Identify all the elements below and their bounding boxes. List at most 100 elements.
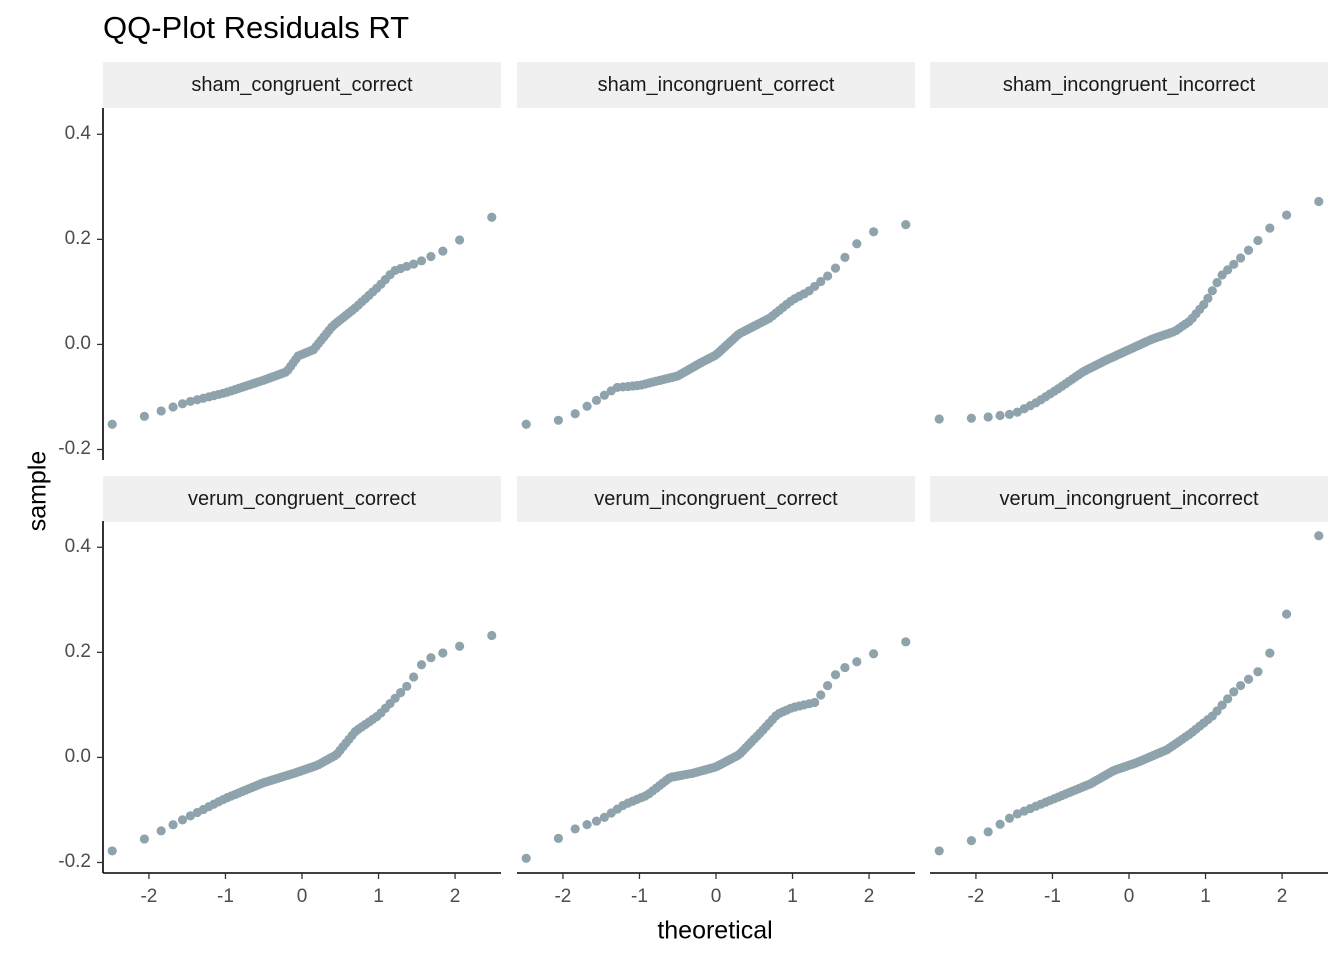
qq-point	[995, 410, 1005, 421]
qq-point	[487, 212, 497, 222]
qq-point	[1253, 667, 1263, 677]
qq-point	[1314, 196, 1324, 207]
qq-point	[177, 399, 188, 409]
qq-point	[1265, 223, 1275, 233]
y-tick-label: 0.4	[64, 123, 91, 145]
qq-point	[107, 846, 117, 856]
qq-point	[901, 637, 911, 647]
x-tick-label: -1	[217, 886, 234, 907]
x-tick-label: 2	[863, 886, 875, 907]
y-tick-label: -0.2	[58, 438, 91, 460]
x-tick-label: 2	[449, 886, 461, 907]
qq-point	[396, 688, 406, 698]
qq-point	[1282, 210, 1292, 220]
x-tick-label: 1	[1200, 886, 1211, 907]
x-tick-label: -1	[631, 886, 648, 907]
qq-point	[390, 693, 400, 703]
qq-point	[402, 681, 412, 691]
qq-point	[1217, 700, 1227, 710]
facet-strip-label: sham_congruent_correct	[191, 74, 413, 96]
facet-strip: sham_incongruent_correct	[517, 62, 915, 108]
x-tick-label: -2	[554, 886, 572, 907]
qq-point	[416, 256, 427, 266]
qq-point	[553, 415, 563, 425]
x-tick-label: 0	[710, 886, 722, 907]
qq-point	[1314, 531, 1324, 541]
qq-point	[840, 662, 850, 673]
facet-strip-label: verum_incongruent_incorrect	[999, 488, 1259, 510]
qq-point	[426, 653, 436, 663]
y-tick-label: 0.0	[64, 746, 91, 768]
y-tick-label: 0.0	[64, 333, 91, 355]
facet-strip: verum_incongruent_correct	[517, 476, 915, 522]
qq-point	[995, 819, 1005, 829]
qq-point	[416, 660, 427, 670]
facet-strip: verum_congruent_correct	[103, 476, 501, 522]
qq-point	[156, 826, 166, 836]
qq-point	[983, 412, 993, 422]
qq-point	[582, 401, 592, 411]
qq-point	[591, 816, 602, 826]
qq-point	[1207, 286, 1217, 296]
qq-point	[869, 649, 879, 659]
qq-point	[156, 406, 166, 416]
x-tick-label: 0	[296, 886, 308, 907]
qq-point	[438, 246, 448, 256]
qq-point	[438, 648, 448, 658]
qq-point	[1212, 278, 1222, 288]
x-tick-label: 0	[1123, 886, 1135, 907]
qq-point	[1265, 648, 1275, 658]
facet-strip: sham_congruent_correct	[103, 62, 501, 108]
x-tick-label: -2	[967, 886, 985, 907]
qq-point	[487, 630, 497, 641]
qq-point	[1253, 235, 1263, 246]
qq-point	[830, 263, 841, 273]
x-tick-label: -1	[1044, 886, 1061, 907]
qq-point	[852, 239, 862, 249]
qq-point	[521, 853, 531, 863]
qq-point	[1243, 674, 1254, 684]
qq-point	[185, 811, 195, 821]
qq-point	[901, 220, 911, 230]
qq-point	[816, 276, 826, 287]
qq-point	[1012, 407, 1022, 417]
y-tick-label: 0.2	[64, 228, 91, 250]
x-tick-label: 1	[787, 886, 798, 907]
qq-point	[177, 815, 188, 825]
qq-point	[1229, 687, 1239, 697]
qq-point	[1203, 293, 1213, 303]
qq-point	[1282, 609, 1292, 619]
qq-point	[934, 846, 944, 856]
qq-point	[1236, 680, 1246, 691]
facet-strip: sham_incongruent_incorrect	[930, 62, 1328, 108]
qq-point	[570, 409, 580, 419]
facet-strip: verum_incongruent_incorrect	[930, 476, 1328, 522]
qq-point	[810, 281, 820, 292]
qq-point	[934, 414, 944, 424]
qq-point	[1004, 409, 1015, 419]
qq-point	[591, 395, 602, 405]
qq-point	[1223, 265, 1233, 275]
qq-point	[409, 259, 419, 269]
y-tick-label: 0.4	[64, 536, 91, 558]
y-tick-label: 0.2	[64, 641, 91, 663]
qq-point	[1236, 253, 1246, 263]
qq-point	[1223, 694, 1233, 704]
x-tick-label: 1	[373, 886, 384, 907]
qq-point	[139, 834, 149, 844]
qq-point	[966, 835, 976, 846]
qq-point	[840, 252, 850, 262]
x-axis-title: theoretical	[657, 916, 773, 945]
qq-point	[582, 819, 592, 830]
qq-point	[599, 812, 609, 822]
x-tick-label: -2	[140, 886, 158, 907]
x-tick-label: 2	[1276, 886, 1288, 907]
qq-point	[553, 833, 563, 843]
qq-point	[570, 824, 580, 834]
qq-point	[426, 251, 436, 262]
qq-point	[966, 413, 976, 423]
qq-point	[1004, 813, 1015, 823]
qq-point	[1229, 259, 1239, 269]
